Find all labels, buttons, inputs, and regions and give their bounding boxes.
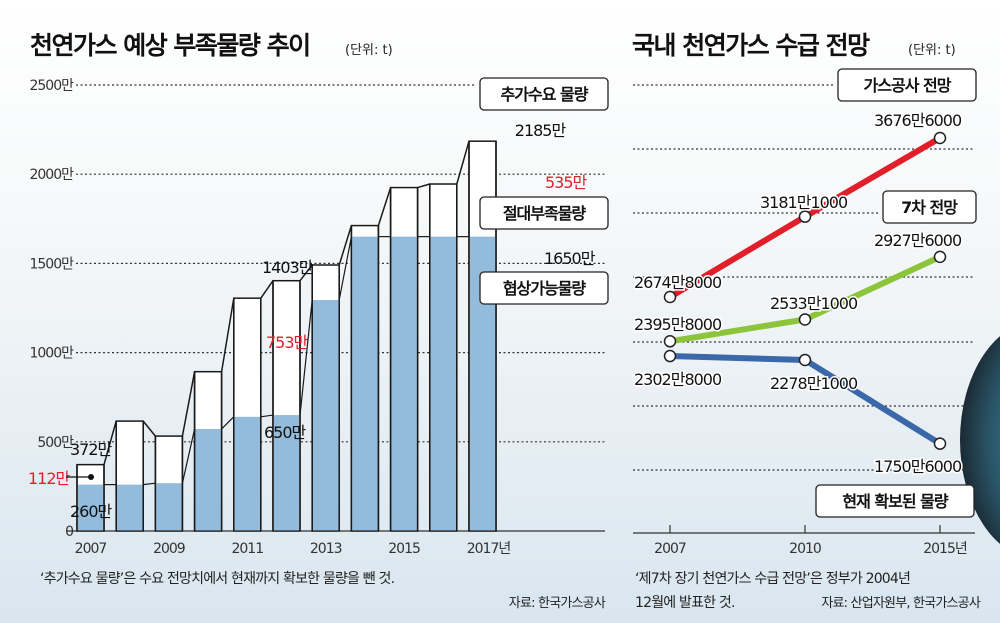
x-tick-label: 2015년 <box>923 541 967 557</box>
negotiable-connector <box>260 414 274 418</box>
left-source: 자료: 한국가스공사 <box>509 596 606 611</box>
negotiable-connector <box>181 428 196 484</box>
legend-kogas: 가스공사 전망 <box>864 76 952 95</box>
negotiable-connector <box>221 416 235 430</box>
y-tick-label: 500만 <box>37 435 74 451</box>
left-chart-title: 천연가스 예상 부족물량 추이 <box>30 31 310 60</box>
right-note-line1: ‘제7차 장기 천연가스 수급 전망’은 정부가 2004년 <box>635 571 910 587</box>
right-lines: 2674만8000 3181만1000 3676만6000 2395만8000 2533… <box>633 110 965 478</box>
negotiable-bar <box>116 484 143 531</box>
negotiable-bar <box>391 236 417 531</box>
label-650: 650만 <box>264 423 307 442</box>
demand-connector <box>299 264 313 282</box>
data-point <box>663 349 677 363</box>
data-label: 2302만8000 <box>634 370 722 389</box>
x-tick-label: 2011 <box>231 541 263 557</box>
legend-box-demand: 추가수요 물량 <box>479 77 609 111</box>
right-source: 자료: 산업자원부, 한국가스공사 <box>821 596 980 611</box>
right-chart-unit: (단위: t) <box>908 43 956 58</box>
legend-secured: 현재 확보된 물량 <box>842 492 948 511</box>
data-label: 2927만6000 <box>874 231 962 250</box>
data-point <box>798 353 812 367</box>
label-112-dot <box>88 474 94 480</box>
x-tick-label: 2010 <box>789 541 821 557</box>
demand-connector <box>338 225 353 266</box>
legend-7th: 7차 전망 <box>901 198 958 217</box>
demand-connector <box>456 140 470 185</box>
data-point <box>933 131 947 145</box>
demand-connector <box>142 420 156 437</box>
demand-connector <box>260 280 274 299</box>
right-note-line2: 12월에 발표한 것. <box>635 595 735 611</box>
right-chart: 국내 천연가스 수급 전망 (단위: t) 2674만8000 3181만1000… <box>632 31 982 611</box>
negotiable-connector <box>299 299 313 416</box>
label-753: 753만 <box>266 333 309 352</box>
y-tick-label: 2000만 <box>29 167 74 183</box>
data-point <box>933 250 947 264</box>
negotiable-connector <box>338 236 352 301</box>
label-2185: 2185만 <box>515 121 567 140</box>
right-chart-title: 국내 천연가스 수급 전망 <box>632 31 870 60</box>
label-1650: 1650만 <box>544 249 596 268</box>
x-tick-label: 2007 <box>75 541 107 557</box>
data-point <box>798 313 812 326</box>
x-tick-label: 2013 <box>310 541 342 557</box>
label-112: 112만 <box>28 469 71 488</box>
label-260: 260만 <box>70 502 113 521</box>
data-label: 2674만8000 <box>634 273 722 292</box>
data-point <box>933 437 947 450</box>
negotiable-bar <box>312 299 339 531</box>
left-note: ‘추가수요 물량’은 수요 전망치에서 현재까지 확보한 물량을 뺀 것. <box>40 571 394 587</box>
label-1403: 1403만 <box>262 258 314 277</box>
data-label: 2395만8000 <box>634 315 722 334</box>
negotiable-connector <box>143 482 156 486</box>
data-point <box>663 335 677 348</box>
legend-box-kogas: 가스공사 전망 <box>837 68 977 102</box>
data-label: 2278만1000 <box>770 374 858 393</box>
x-tick-label: 2009 <box>153 541 185 557</box>
legend-box-negotiable: 협상가능물량 <box>479 271 609 305</box>
y-tick-label: 2500만 <box>29 78 74 94</box>
right-x-ticks: 2007 2010 2015년 <box>654 525 968 557</box>
left-y-ticks: 0 500만 1000만 1500만 2000만 2500만 <box>29 78 75 540</box>
right-gridlines <box>633 84 975 534</box>
negotiable-bar <box>430 236 457 531</box>
x-tick-label: 2007 <box>654 541 686 557</box>
legend-demand: 추가수요 물량 <box>501 85 589 104</box>
demand-connector <box>377 187 392 226</box>
left-chart: 천연가스 예상 부족물량 추이 (단위: t) 0 500만 1000만 1500만 2… <box>28 31 609 611</box>
label-535: 535만 <box>545 173 588 192</box>
negotiable-bar <box>195 428 221 531</box>
x-tick-label: 2017년 <box>467 541 511 557</box>
negotiable-bar <box>352 236 378 531</box>
data-label: 3181만1000 <box>760 193 848 212</box>
negotiable-bar <box>156 483 182 531</box>
y-tick-label: 1000만 <box>29 346 74 362</box>
data-point <box>663 290 677 304</box>
y-tick-label: 1500만 <box>29 256 74 272</box>
data-label: 2533만1000 <box>770 294 858 313</box>
left-chart-unit: (단위: t) <box>345 43 393 58</box>
legend-box-secured: 현재 확보된 물량 <box>815 484 975 518</box>
demand-connector <box>103 420 117 465</box>
legend-box-shortage: 절대부족물량 <box>479 196 609 230</box>
left-x-ticks: 2007 2009 2011 2013 2015 2017년 <box>75 541 512 557</box>
demand-connector <box>181 371 196 437</box>
legend-shortage: 절대부족물량 <box>503 204 587 223</box>
negotiable-bar <box>234 416 261 531</box>
label-372: 372만 <box>70 440 113 459</box>
x-tick-label: 2015 <box>388 541 420 557</box>
demand-connector <box>220 298 235 372</box>
data-point <box>798 210 812 223</box>
data-label: 3676만6000 <box>874 111 962 130</box>
data-label: 1750만6000 <box>874 457 962 476</box>
legend-box-7th: 7차 전망 <box>882 190 977 224</box>
y-tick-label: 0 <box>65 524 73 540</box>
demand-connector <box>417 183 431 189</box>
negotiable-bar <box>77 484 104 531</box>
negotiable-bar <box>273 415 300 531</box>
legend-negotiable: 협상가능물량 <box>503 279 587 298</box>
